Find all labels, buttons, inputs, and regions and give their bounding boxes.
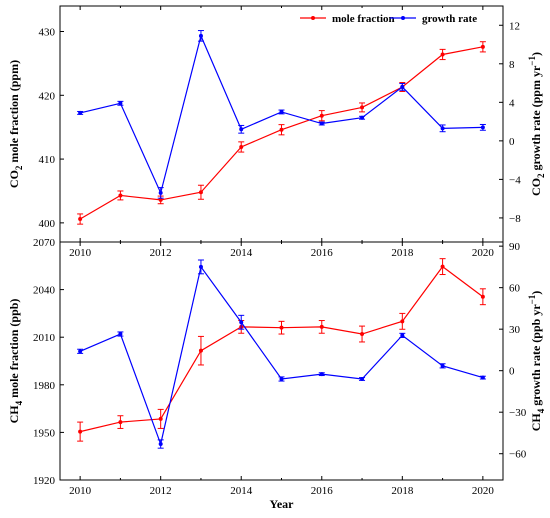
data-point-mole-fraction xyxy=(198,190,203,195)
y-axis-left-label: CO2 mole fraction (ppm) xyxy=(7,60,24,188)
data-point-mole-fraction xyxy=(158,416,163,421)
x-tick-label: 2018 xyxy=(391,485,414,497)
data-point-growth-rate xyxy=(400,333,405,338)
data-point-mole-fraction xyxy=(158,197,163,202)
y-right-tick-label: −60 xyxy=(509,449,527,461)
data-point-growth-rate xyxy=(239,127,244,132)
y-left-tick-label: 2040 xyxy=(33,285,56,297)
y-right-tick-label: −30 xyxy=(509,407,527,419)
y-left-tick-label: 2010 xyxy=(33,332,56,344)
data-point-growth-rate xyxy=(480,375,485,380)
data-point-growth-rate xyxy=(319,372,324,377)
legend-marker xyxy=(311,16,315,20)
plot-frame-1 xyxy=(59,5,504,243)
legend-marker xyxy=(401,16,405,20)
y-axis-left-label: CH4 mole fraction (ppb) xyxy=(7,299,24,424)
data-point-mole-fraction xyxy=(360,332,365,337)
y-left-tick-label: 400 xyxy=(39,218,56,230)
x-tick-label: 2016 xyxy=(311,247,334,259)
data-point-mole-fraction xyxy=(78,217,83,222)
legend-label: mole fraction xyxy=(332,13,395,25)
x-tick-label: 2014 xyxy=(230,247,253,259)
data-point-growth-rate xyxy=(198,264,203,269)
data-point-mole-fraction xyxy=(319,324,324,329)
data-point-growth-rate xyxy=(158,442,163,447)
y-left-tick-label: 410 xyxy=(39,154,56,166)
x-tick-label: 2018 xyxy=(391,247,414,259)
y-left-tick-label: 2070 xyxy=(33,237,56,249)
data-point-mole-fraction xyxy=(360,105,365,110)
y-axis-right-label: CH4 growth rate (ppb yr−1) xyxy=(527,291,546,432)
data-point-growth-rate xyxy=(279,109,284,114)
data-point-mole-fraction xyxy=(239,144,244,149)
y-right-tick-label: 0 xyxy=(509,366,515,378)
x-tick-label: 2010 xyxy=(69,247,92,259)
y-right-tick-label: 4 xyxy=(509,97,515,109)
data-point-growth-rate xyxy=(440,126,445,131)
y-left-tick-label: 1920 xyxy=(33,475,56,487)
data-point-mole-fraction xyxy=(198,348,203,353)
data-point-growth-rate xyxy=(440,363,445,368)
x-tick-label: 2012 xyxy=(150,247,172,259)
data-point-growth-rate xyxy=(480,125,485,130)
y-right-tick-label: 8 xyxy=(509,59,515,71)
x-tick-label: 2010 xyxy=(69,485,92,497)
y-left-tick-label: 430 xyxy=(39,27,56,39)
data-point-growth-rate xyxy=(360,376,365,381)
data-point-mole-fraction xyxy=(440,264,445,269)
y-left-tick-label: 1980 xyxy=(33,380,56,392)
data-point-growth-rate xyxy=(118,332,123,337)
y-right-tick-label: 12 xyxy=(509,20,520,32)
data-point-mole-fraction xyxy=(118,420,123,425)
data-point-mole-fraction xyxy=(480,44,485,49)
y-axis-right-label: CO2 growth rate (ppm yr−1) xyxy=(527,52,546,196)
data-point-growth-rate xyxy=(78,110,83,115)
x-tick-label: 2012 xyxy=(150,485,172,497)
data-point-mole-fraction xyxy=(319,113,324,118)
data-point-mole-fraction xyxy=(480,294,485,299)
data-point-growth-rate xyxy=(239,320,244,325)
data-point-mole-fraction xyxy=(440,52,445,57)
y-right-tick-label: −4 xyxy=(509,174,521,186)
data-point-mole-fraction xyxy=(400,319,405,324)
y-left-tick-label: 420 xyxy=(39,90,56,102)
x-tick-label: 2020 xyxy=(472,247,495,259)
x-axis-label: Year xyxy=(270,497,295,511)
data-point-growth-rate xyxy=(400,84,405,89)
x-tick-label: 2016 xyxy=(311,485,334,497)
data-point-growth-rate xyxy=(198,33,203,38)
data-point-growth-rate xyxy=(118,101,123,106)
x-tick-label: 2014 xyxy=(230,485,253,497)
data-point-mole-fraction xyxy=(118,193,123,198)
data-point-growth-rate xyxy=(78,349,83,354)
y-right-tick-label: 90 xyxy=(509,241,521,253)
y-right-tick-label: 60 xyxy=(509,283,521,295)
data-point-mole-fraction xyxy=(78,429,83,434)
data-point-growth-rate xyxy=(279,376,284,381)
legend-label: growth rate xyxy=(422,13,477,25)
y-right-tick-label: 0 xyxy=(509,136,515,148)
data-point-mole-fraction xyxy=(279,127,284,132)
y-left-tick-label: 1950 xyxy=(33,427,56,439)
data-point-growth-rate xyxy=(319,121,324,126)
series-line-mole-fraction xyxy=(79,265,484,433)
x-tick-label: 2020 xyxy=(472,485,495,497)
data-point-growth-rate xyxy=(158,190,163,195)
y-right-tick-label: 30 xyxy=(509,324,521,336)
data-point-mole-fraction xyxy=(279,325,284,330)
y-right-tick-label: −8 xyxy=(509,213,521,225)
data-point-growth-rate xyxy=(360,115,365,120)
